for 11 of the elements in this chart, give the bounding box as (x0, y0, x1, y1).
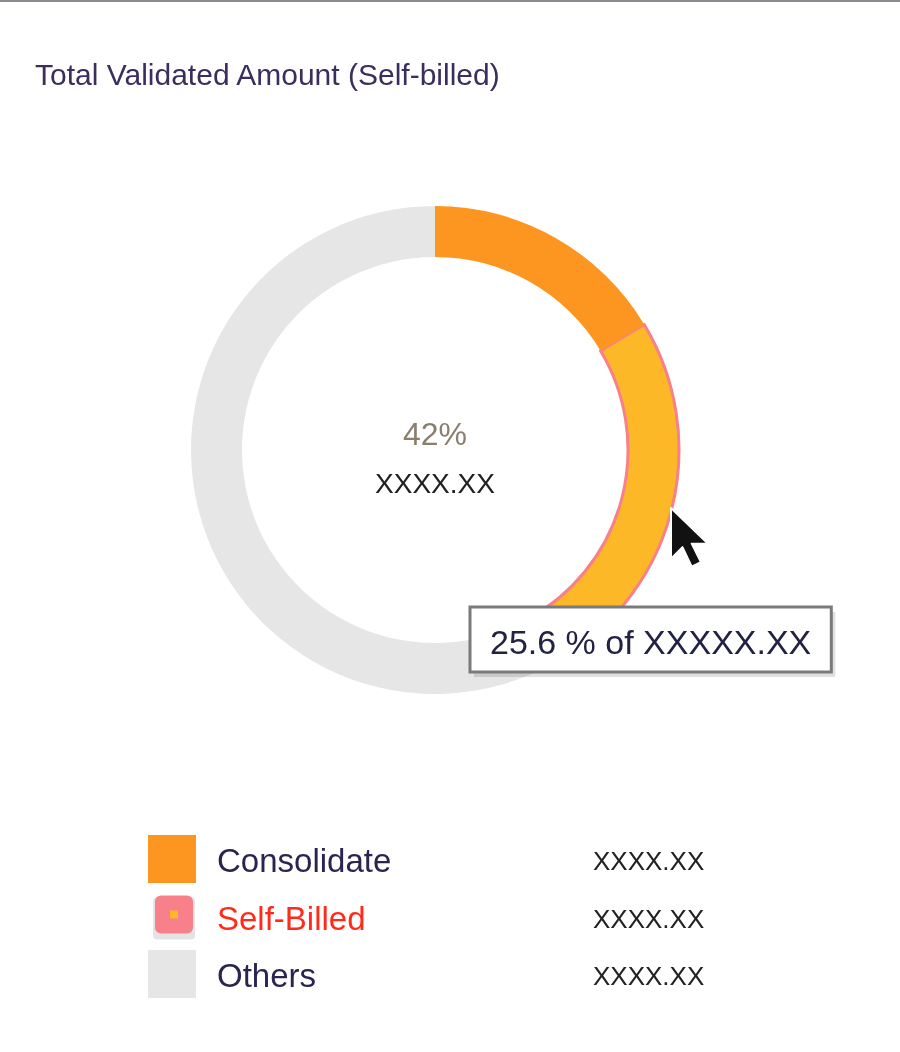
legend-label: Others (217, 957, 317, 994)
text: XXXX.XX (375, 468, 496, 499)
legend-label: Self-Billed (217, 899, 366, 937)
data-label: XXXX.XX (593, 846, 705, 876)
data-label: XXXX.XX (593, 961, 705, 991)
chart-title: Total Validated Amount (Self-billed) (35, 58, 500, 91)
text: 42% (402, 416, 468, 452)
data-label: XXXX.XX (593, 903, 705, 934)
text: 25.6 % of XXXXX.XX (490, 623, 812, 661)
legend-label: Consolidate (217, 842, 392, 879)
donut-slice (435, 206, 645, 351)
